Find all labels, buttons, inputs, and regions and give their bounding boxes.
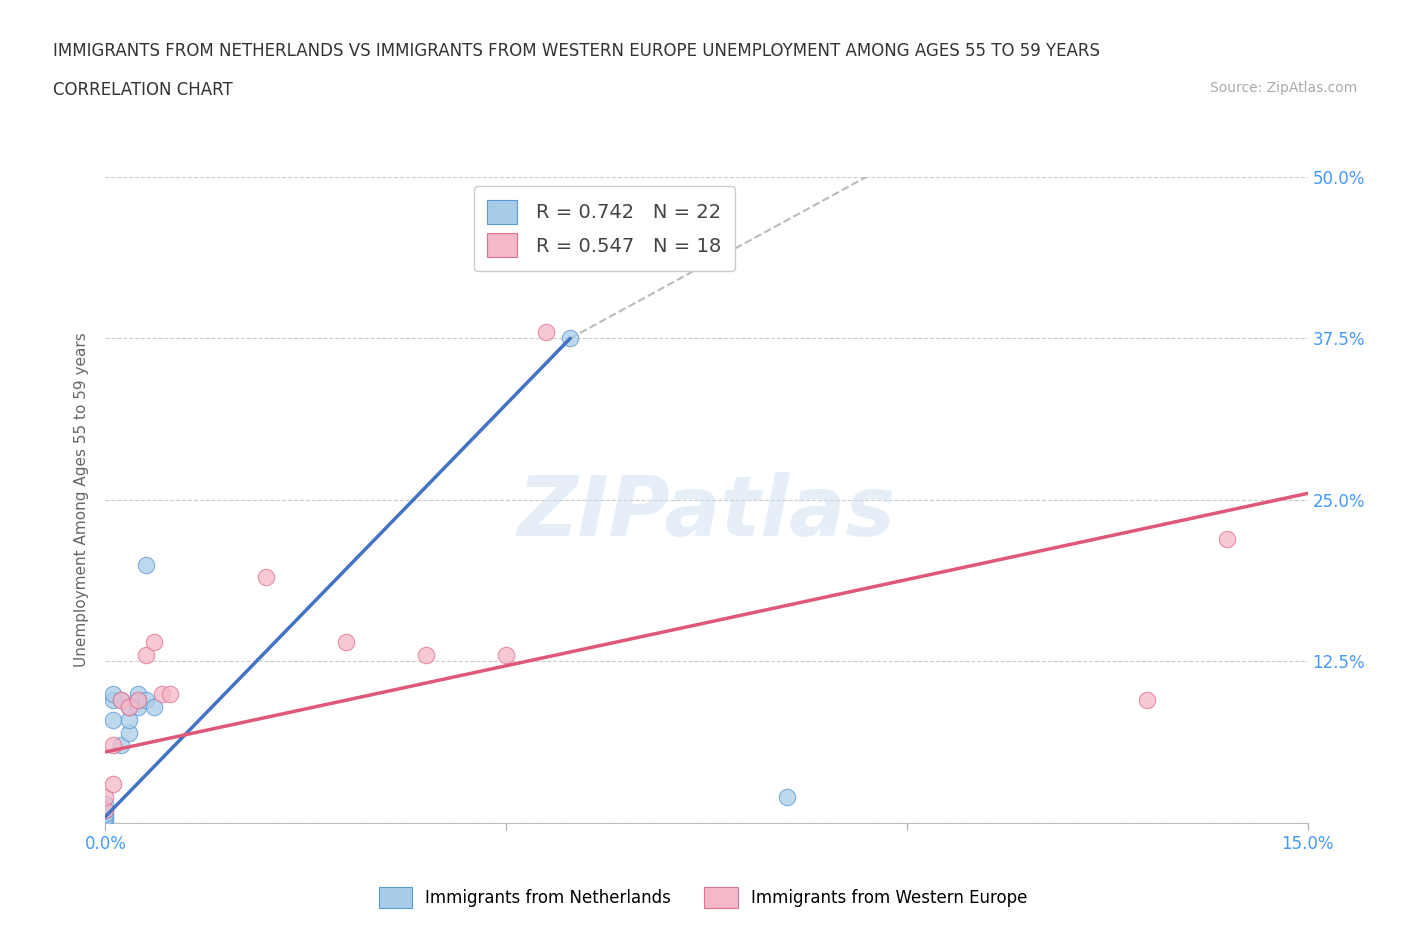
Point <box>135 693 157 708</box>
Text: IMMIGRANTS FROM NETHERLANDS VS IMMIGRANTS FROM WESTERN EUROPE UNEMPLOYMENT AMONG: IMMIGRANTS FROM NETHERLANDS VS IMMIGRANT… <box>53 42 1101 60</box>
Point <box>94 816 117 830</box>
Point <box>415 647 437 662</box>
Point <box>135 557 157 572</box>
Point <box>118 712 141 727</box>
Point <box>94 790 117 804</box>
Text: Source: ZipAtlas.com: Source: ZipAtlas.com <box>1209 81 1357 95</box>
Point <box>94 812 117 827</box>
Point <box>103 777 125 791</box>
Point <box>560 331 582 346</box>
Point <box>94 806 117 821</box>
Legend: R = 0.742   N = 22, R = 0.547   N = 18: R = 0.742 N = 22, R = 0.547 N = 18 <box>474 186 735 271</box>
Point <box>150 686 173 701</box>
Text: CORRELATION CHART: CORRELATION CHART <box>53 81 233 99</box>
Point <box>495 647 517 662</box>
Point <box>776 790 799 804</box>
Point <box>159 686 181 701</box>
Point <box>127 693 149 708</box>
Point <box>94 809 117 824</box>
Text: ZIPatlas: ZIPatlas <box>517 472 896 553</box>
Point <box>135 647 157 662</box>
Point <box>142 699 165 714</box>
Point <box>110 693 132 708</box>
Point <box>103 712 125 727</box>
Point <box>110 693 132 708</box>
Y-axis label: Unemployment Among Ages 55 to 59 years: Unemployment Among Ages 55 to 59 years <box>75 333 90 667</box>
Point <box>127 693 149 708</box>
Point <box>127 686 149 701</box>
Point <box>335 634 357 649</box>
Legend: Immigrants from Netherlands, Immigrants from Western Europe: Immigrants from Netherlands, Immigrants … <box>371 881 1035 914</box>
Point <box>118 725 141 740</box>
Point <box>94 803 117 817</box>
Point <box>127 699 149 714</box>
Point <box>254 570 277 585</box>
Point <box>142 634 165 649</box>
Point <box>103 693 125 708</box>
Point <box>94 796 117 811</box>
Point <box>1136 693 1159 708</box>
Point <box>103 738 125 753</box>
Point <box>94 803 117 817</box>
Point <box>118 699 141 714</box>
Point <box>118 699 141 714</box>
Point <box>103 686 125 701</box>
Point <box>1216 531 1239 546</box>
Point <box>534 325 557 339</box>
Point <box>110 738 132 753</box>
